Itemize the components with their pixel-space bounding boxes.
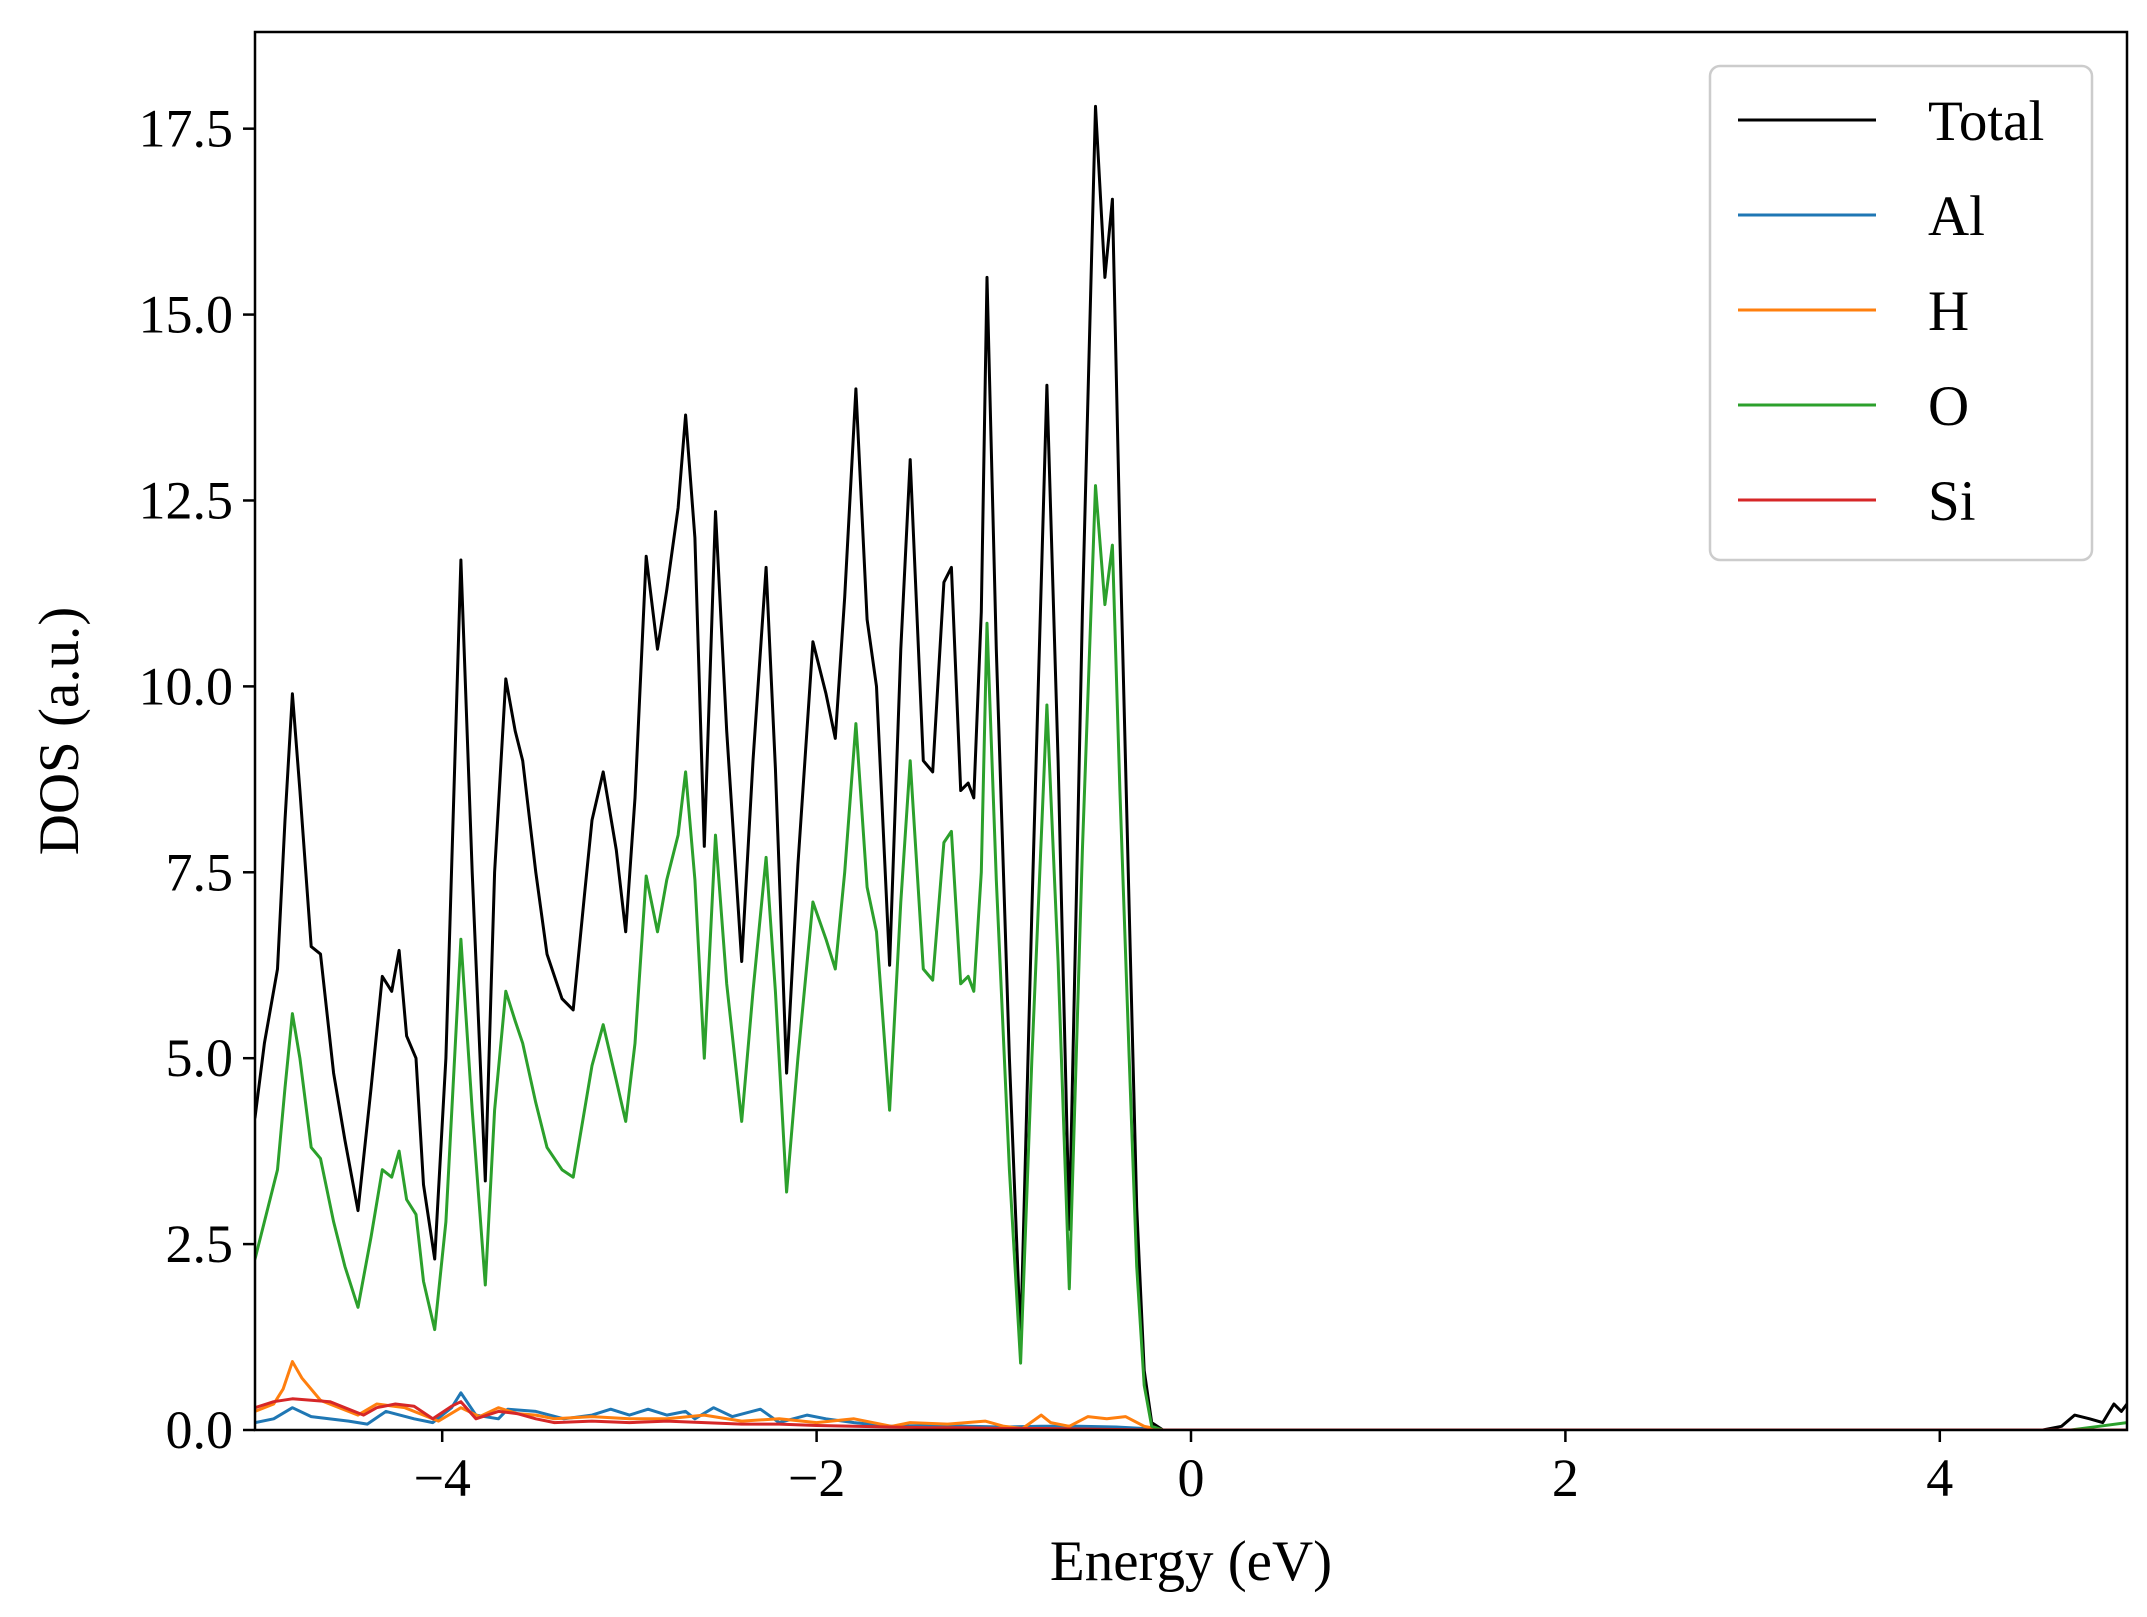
x-axis: −4 −2 0 2 4 [413,1430,1953,1508]
y-tick-label: 2.5 [166,1214,234,1274]
series-line-h [255,1360,2127,1430]
y-tick-label: 12.5 [139,470,234,530]
y-tick-label: 15.0 [139,285,234,345]
y-tick-label: 17.5 [139,99,234,159]
series-line-o [255,484,2127,1430]
x-tick-label: −4 [413,1448,470,1508]
x-tick-label: 0 [1178,1448,1205,1508]
y-tick-label: 5.0 [166,1028,234,1088]
x-axis-label: Energy (eV) [1050,1530,1332,1593]
legend: Total Al HO Si [1708,64,2094,562]
y-tick-label: 0.0 [166,1400,234,1460]
legend-label-si: Si [1928,470,1976,533]
legend-label-al: Al [1928,185,1985,248]
x-tick-label: 2 [1552,1448,1579,1508]
legend-label-h: H [1928,280,1969,343]
x-tick-label: 4 [1926,1448,1953,1508]
y-tick-label: 10.0 [139,656,234,716]
y-axis-label: DOS (a.u.) [28,607,91,856]
series-layer [255,104,2127,1430]
x-tick-label: −2 [788,1448,845,1508]
series-line-si [255,1397,2127,1430]
series-line-total [255,104,2127,1430]
legend-box [1708,64,2094,562]
legend-label-o: O [1928,375,1969,438]
y-tick-label: 7.5 [166,842,234,902]
y-axis: 0.0 2.5 5.0 7.5 10.0 12.5 15.0 17.5 [139,99,255,1460]
legend-label-total: Total [1928,90,2044,153]
